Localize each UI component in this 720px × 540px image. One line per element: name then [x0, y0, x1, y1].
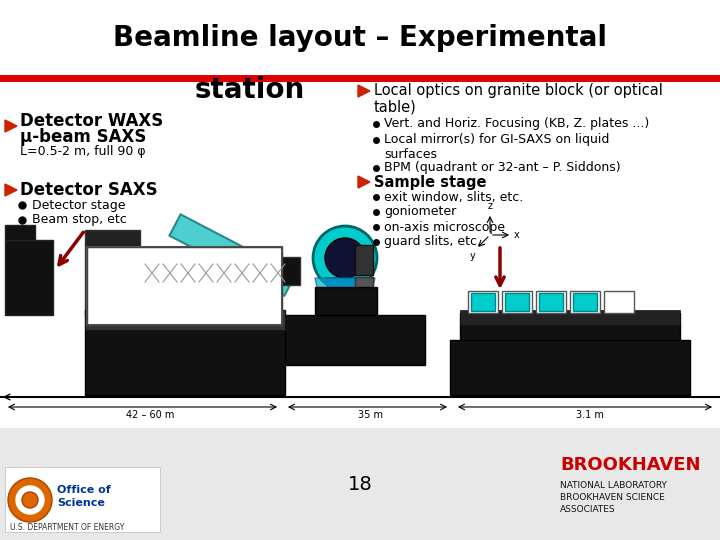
Polygon shape [358, 176, 370, 188]
Circle shape [16, 486, 44, 514]
Polygon shape [325, 278, 365, 318]
Text: exit window, slits, etc.: exit window, slits, etc. [384, 191, 523, 204]
Bar [85, 310, 285, 395]
Bar [280, 315, 425, 365]
Text: Local optics on granite block (or optical: Local optics on granite block (or optica… [374, 84, 663, 98]
Circle shape [325, 238, 365, 278]
Bar [573, 293, 597, 311]
Text: surfaces: surfaces [384, 147, 437, 160]
Polygon shape [169, 214, 295, 295]
Bar [502, 291, 532, 313]
Text: y: y [469, 251, 475, 261]
Polygon shape [315, 278, 375, 323]
Text: z: z [487, 201, 492, 211]
Polygon shape [5, 120, 17, 132]
Text: Detector stage: Detector stage [32, 199, 125, 212]
Bar [460, 310, 680, 325]
Bar [570, 291, 600, 313]
Text: ASSOCIATES: ASSOCIATES [560, 505, 616, 515]
Text: guard slits, etc.: guard slits, etc. [384, 235, 481, 248]
Text: U.S. DEPARTMENT OF ENERGY: U.S. DEPARTMENT OF ENERGY [10, 523, 125, 531]
Text: Detector SAXS: Detector SAXS [20, 181, 158, 199]
Text: BROOKHAVEN SCIENCE: BROOKHAVEN SCIENCE [560, 494, 665, 503]
Text: Detector WAXS: Detector WAXS [20, 112, 163, 130]
Text: BROOKHAVEN: BROOKHAVEN [560, 456, 701, 474]
Text: μ-beam SAXS: μ-beam SAXS [20, 128, 146, 146]
Text: 18: 18 [348, 476, 372, 495]
Text: station: station [195, 76, 305, 104]
Text: goniometer: goniometer [384, 206, 456, 219]
Text: Science: Science [57, 498, 105, 508]
Text: L=0.5-2 m, full 90 φ: L=0.5-2 m, full 90 φ [20, 145, 145, 159]
Bar [471, 293, 495, 311]
Text: NATIONAL LABORATORY: NATIONAL LABORATORY [560, 481, 667, 489]
Text: Sample stage: Sample stage [374, 174, 487, 190]
Bar [5, 225, 35, 240]
Bar [87, 247, 282, 325]
Bar [5, 240, 53, 315]
Bar [0, 428, 720, 540]
Bar [315, 287, 377, 315]
Text: Beam stop, etc: Beam stop, etc [32, 213, 127, 226]
Text: table): table) [374, 99, 417, 114]
Polygon shape [5, 184, 17, 196]
Bar [140, 264, 280, 282]
Text: Vert. and Horiz. Focusing (KB, Z. plates ...): Vert. and Horiz. Focusing (KB, Z. plates… [384, 118, 649, 131]
Circle shape [22, 492, 38, 508]
Circle shape [8, 478, 52, 522]
Text: x: x [514, 230, 520, 240]
Bar [87, 247, 282, 325]
Bar [536, 291, 566, 313]
Circle shape [313, 226, 377, 290]
Text: on-axis microscope: on-axis microscope [384, 220, 505, 233]
Bar [468, 291, 498, 313]
Text: Beamline layout – Experimental: Beamline layout – Experimental [113, 24, 607, 52]
Bar [505, 293, 529, 311]
Text: BPM (quadrant or 32-ant – P. Siddons): BPM (quadrant or 32-ant – P. Siddons) [384, 161, 621, 174]
Bar [355, 277, 373, 292]
Bar [85, 310, 285, 330]
Polygon shape [358, 85, 370, 97]
Text: Office of: Office of [57, 485, 111, 495]
Text: Local mirror(s) for GI-SAXS on liquid: Local mirror(s) for GI-SAXS on liquid [384, 133, 609, 146]
Bar [450, 340, 690, 395]
Bar [5, 467, 160, 532]
Text: 3.1 m: 3.1 m [576, 410, 604, 420]
Bar [272, 257, 300, 285]
Bar [355, 245, 373, 275]
Bar [539, 293, 563, 311]
Text: 35 m: 35 m [358, 410, 382, 420]
Text: 42 – 60 m: 42 – 60 m [126, 410, 174, 420]
Bar [460, 313, 680, 345]
Bar [85, 230, 140, 315]
Bar [604, 291, 634, 313]
